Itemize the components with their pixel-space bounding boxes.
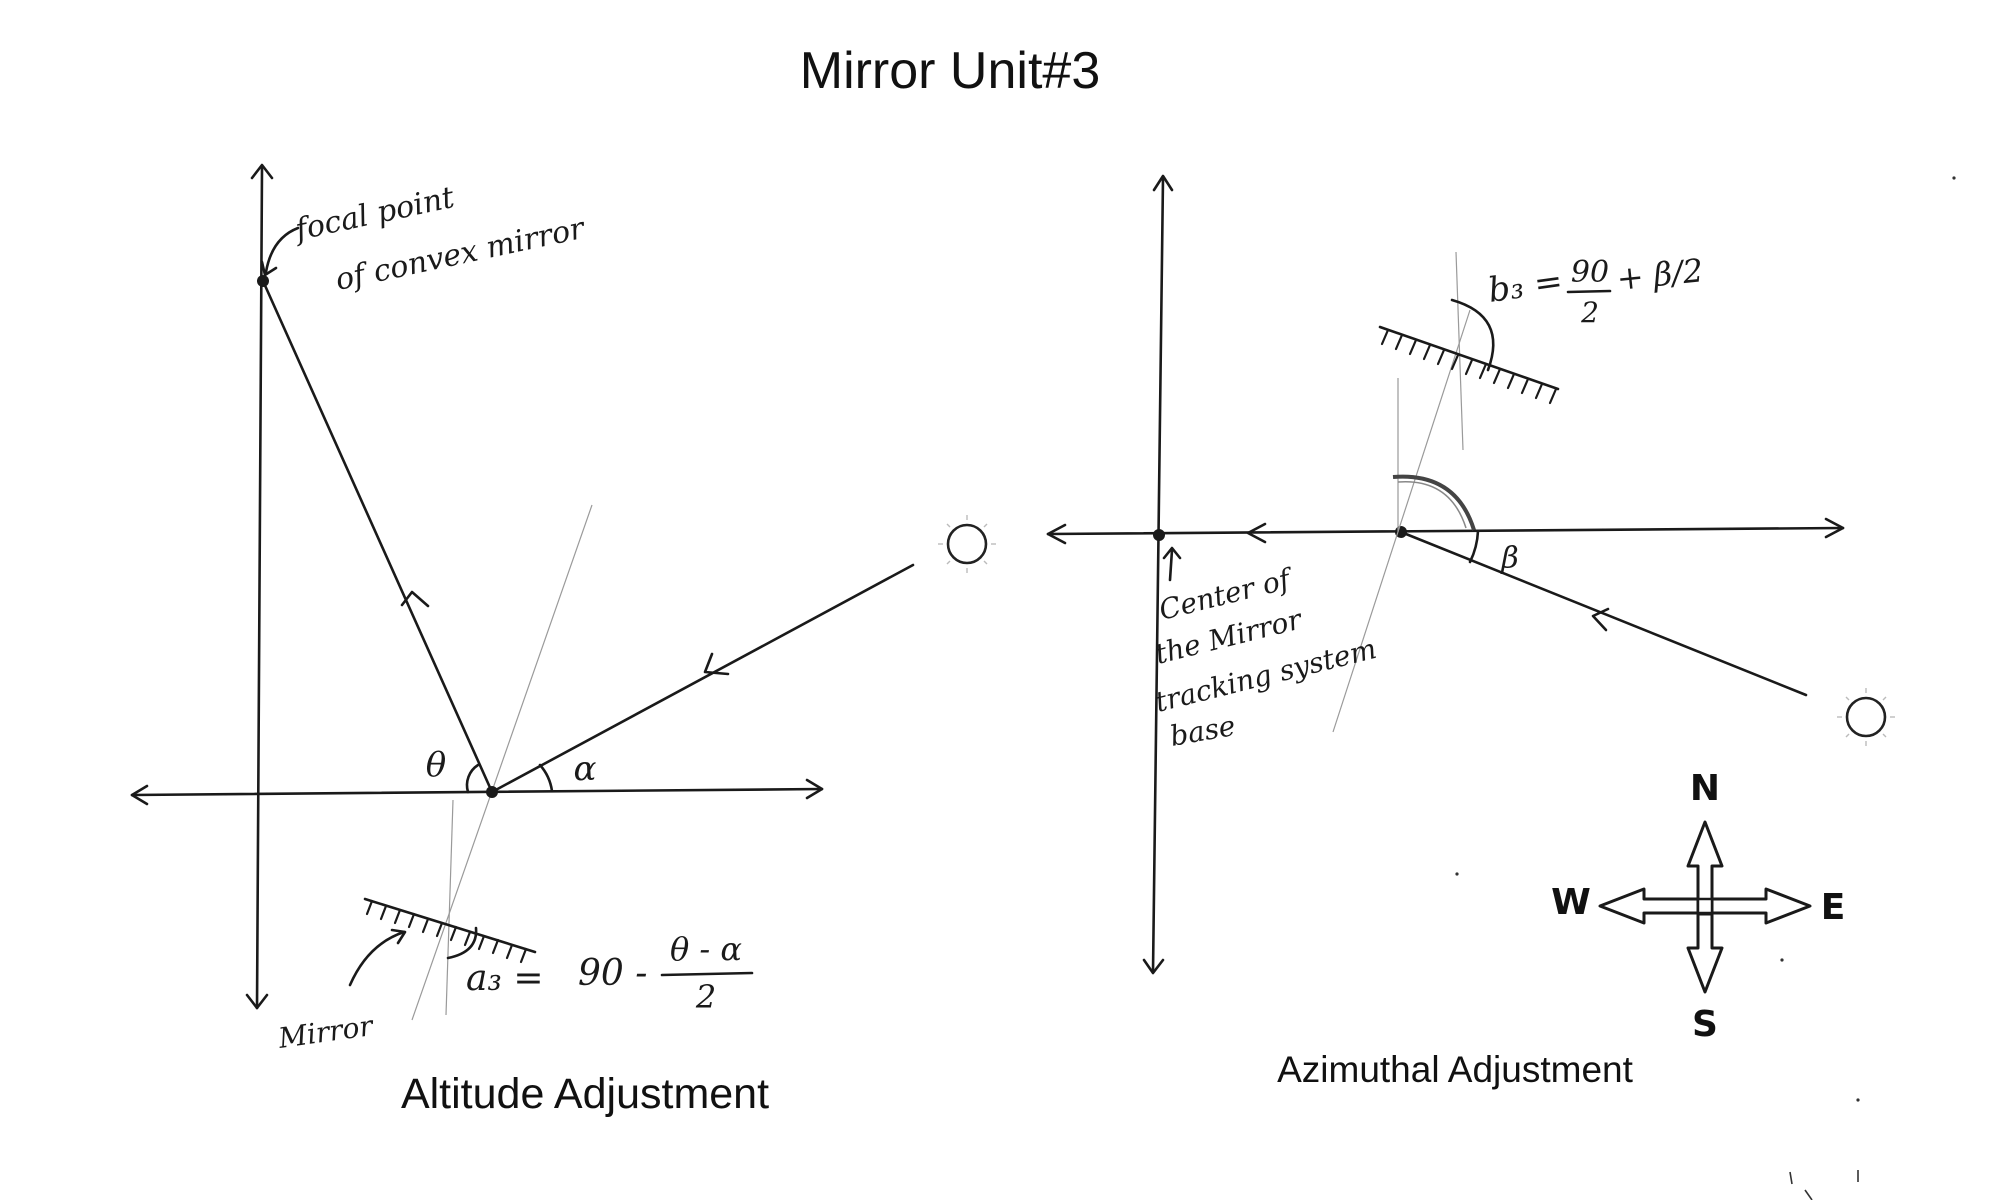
theta-label: θ xyxy=(426,745,446,785)
azimuthal-formula-denominator: 2 xyxy=(1580,296,1599,329)
theta-arc xyxy=(465,763,480,794)
azimuthal-formula-fraction-bar xyxy=(1566,289,1612,294)
compass-rose: N S E W xyxy=(1551,768,1845,1045)
azimuthal-axis-down-arrow xyxy=(1142,958,1165,975)
azimuthal-incident-ray xyxy=(1399,530,1808,697)
stray-marks xyxy=(1455,176,1956,1200)
altitude-reflected-ray-arrow xyxy=(400,590,430,608)
azimuthal-formula-lhs: b₃ = xyxy=(1486,261,1566,311)
altitude-sun-icon xyxy=(938,515,996,573)
altitude-horizontal-axis xyxy=(130,787,824,797)
azimuthal-scribble-arc-inner xyxy=(1397,480,1467,529)
mirror-label-pointer xyxy=(348,930,406,987)
azimuthal-mirror xyxy=(1378,298,1560,405)
altitude-incident-ray-arrow xyxy=(703,652,730,676)
altitude-axis-up-arrow xyxy=(250,163,274,180)
azimuthal-normal-guide xyxy=(1455,251,1464,451)
altitude-formula-numerator: θ - α xyxy=(670,930,742,968)
altitude-axis-left-arrow xyxy=(130,784,149,806)
altitude-formula-mid: 90 - xyxy=(578,953,647,994)
azimuthal-caption: Azimuthal Adjustment xyxy=(1277,1049,1634,1090)
altitude-axis-down-arrow xyxy=(245,993,269,1010)
page-title: Mirror Unit#3 xyxy=(800,42,1101,100)
compass-south-arrow xyxy=(1686,912,1724,994)
compass-south-label: S xyxy=(1692,1004,1718,1045)
azimuthal-sun-icon xyxy=(1837,688,1895,746)
compass-east-label: E xyxy=(1821,887,1846,928)
altitude-axis-right-arrow xyxy=(805,778,824,800)
beta-label: β xyxy=(1500,541,1518,576)
alpha-arc xyxy=(538,763,554,793)
altitude-caption: Altitude Adjustment xyxy=(401,1070,769,1118)
azimuthal-axis-up-arrow xyxy=(1152,174,1174,192)
compass-west-label: W xyxy=(1551,882,1591,923)
azimuthal-incident-ray-arrow xyxy=(1591,607,1610,632)
compass-north-label: N xyxy=(1690,768,1720,809)
altitude-formula-denominator: 2 xyxy=(695,978,716,1016)
alpha-label: α xyxy=(574,749,597,789)
center-label-pointer-arrow xyxy=(1162,546,1182,560)
center-label-pointer xyxy=(1168,548,1174,582)
focal-point-label-line1: focal point xyxy=(290,180,458,248)
center-label-line4: base xyxy=(1167,709,1237,753)
focal-label-pointer xyxy=(264,226,300,274)
azimuthal-mirror-normal xyxy=(1332,309,1471,733)
tracking-base-center-dot xyxy=(1153,529,1165,541)
altitude-formula-fraction-bar xyxy=(660,971,754,977)
altitude-mirror-point xyxy=(486,786,498,798)
compass-west-arrow xyxy=(1598,887,1700,925)
altitude-formula-lhs: a₃ = xyxy=(466,958,544,999)
altitude-reflected-ray xyxy=(261,279,494,794)
azimuthal-axis-right-arrow xyxy=(1824,517,1845,539)
compass-north-arrow xyxy=(1686,820,1724,902)
azimuthal-vertical-axis xyxy=(1151,176,1165,974)
mirror-label-pointer-arrow xyxy=(390,928,407,945)
azimuthal-diagram: β b₃ = xyxy=(1046,174,1895,1090)
altitude-mirror xyxy=(363,897,537,964)
altitude-vertical-guide xyxy=(445,799,454,1016)
azimuthal-horizontal-axis xyxy=(1046,526,1845,536)
azimuthal-axis-left-arrow xyxy=(1046,523,1067,545)
azimuthal-formula-rhs: + β/2 xyxy=(1615,251,1705,298)
compass-east-arrow xyxy=(1710,887,1812,925)
beta-arc xyxy=(1468,529,1480,564)
altitude-incident-ray xyxy=(490,563,915,794)
focal-label-pointer-arrow xyxy=(260,260,278,277)
azimuthal-reflected-ray-arrow xyxy=(1246,522,1267,544)
altitude-vertical-axis xyxy=(255,166,264,1010)
altitude-mirror-normal xyxy=(411,504,593,1021)
azimuthal-formula-numerator: 90 xyxy=(1571,255,1609,290)
altitude-diagram: θ α focal point of convex mirror Mirror xyxy=(130,163,996,1118)
mirror-label: Mirror xyxy=(275,1009,376,1055)
azimuthal-scribble-arc xyxy=(1392,474,1476,531)
